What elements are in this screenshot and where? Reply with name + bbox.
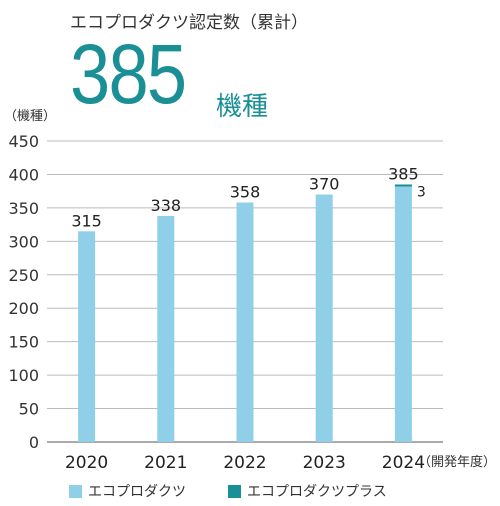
bar-total-label: 338 — [151, 196, 182, 215]
y-tick-label: 450 — [8, 132, 39, 151]
bar-total-label: 315 — [71, 211, 102, 230]
y-tick-label: 100 — [8, 366, 39, 385]
legend-label-eco-products: エコプロダクツ — [88, 484, 186, 500]
chart-legend: エコプロダクツ エコプロダクツプラス — [0, 481, 500, 501]
bar-eco-products — [78, 231, 96, 442]
legend-swatch-eco-products — [69, 484, 82, 498]
y-axis-label: （機種） — [4, 108, 56, 124]
legend-label-eco-products-plus: エコプロダクツプラス — [247, 484, 387, 500]
y-tick-label: 0 — [29, 433, 39, 452]
y-tick-label: 200 — [8, 299, 39, 318]
x-tick-label: 2023 — [303, 453, 346, 473]
y-tick-label: 250 — [8, 266, 39, 285]
total-count-unit: 機種 — [216, 92, 269, 122]
x-tick-label: 2024 — [382, 453, 425, 473]
bar-eco-products-plus — [394, 184, 412, 187]
bar-total-label: 370 — [309, 175, 340, 194]
bar-total-label: 385 — [388, 164, 419, 183]
bar-eco-products — [157, 215, 175, 442]
x-tick-label: 2020 — [65, 453, 108, 473]
total-count: 385 — [70, 27, 187, 121]
segment-annotation-label: 3 — [417, 184, 426, 200]
bar-total-label: 358 — [230, 183, 261, 202]
x-tick-label: 2022 — [223, 453, 266, 473]
chart-headline: エコプロダクツ認定数（累計） — [70, 13, 308, 33]
y-tick-label: 400 — [8, 165, 39, 184]
y-tick-label: 300 — [8, 232, 39, 251]
bar-eco-products — [315, 194, 333, 442]
bar-eco-products — [236, 202, 254, 442]
legend-item-eco-products-plus: エコプロダクツプラス — [228, 481, 387, 501]
y-tick-label: 350 — [8, 199, 39, 218]
bar-eco-products — [394, 186, 412, 442]
x-tick-label: 2021 — [144, 453, 187, 473]
y-tick-label: 150 — [8, 333, 39, 352]
bar-chart: （機種）050100150200250300350400450315202033… — [4, 108, 496, 473]
legend-item-eco-products: エコプロダクツ — [69, 481, 186, 501]
y-tick-label: 50 — [19, 400, 39, 419]
legend-swatch-eco-products-plus — [228, 484, 241, 498]
x-axis-label: （開発年度） — [418, 454, 496, 470]
